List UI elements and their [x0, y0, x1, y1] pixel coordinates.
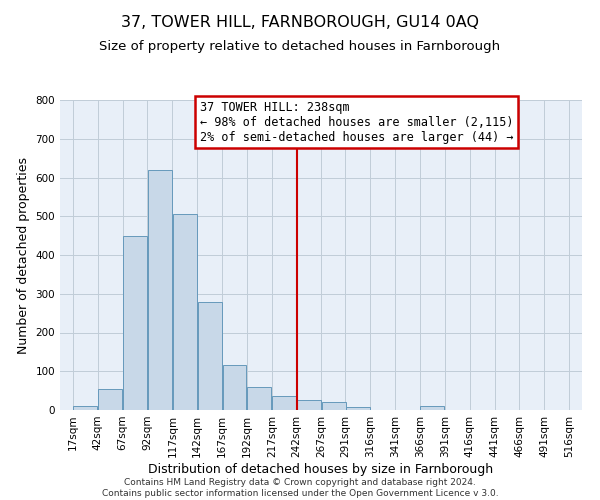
Bar — [322, 402, 346, 410]
Text: Contains HM Land Registry data © Crown copyright and database right 2024.
Contai: Contains HM Land Registry data © Crown c… — [101, 478, 499, 498]
Bar — [297, 400, 321, 410]
Bar — [173, 214, 197, 410]
Bar — [247, 387, 271, 410]
Text: 37, TOWER HILL, FARNBOROUGH, GU14 0AQ: 37, TOWER HILL, FARNBOROUGH, GU14 0AQ — [121, 15, 479, 30]
Bar — [272, 396, 296, 410]
Text: Size of property relative to detached houses in Farnborough: Size of property relative to detached ho… — [100, 40, 500, 53]
Bar — [73, 406, 97, 410]
Bar — [198, 302, 221, 410]
Text: 37 TOWER HILL: 238sqm
← 98% of detached houses are smaller (2,115)
2% of semi-de: 37 TOWER HILL: 238sqm ← 98% of detached … — [200, 101, 514, 144]
Bar — [123, 236, 147, 410]
Y-axis label: Number of detached properties: Number of detached properties — [17, 156, 30, 354]
Bar — [223, 366, 247, 410]
Bar — [421, 406, 444, 410]
Bar — [346, 407, 370, 410]
Bar — [148, 170, 172, 410]
X-axis label: Distribution of detached houses by size in Farnborough: Distribution of detached houses by size … — [148, 462, 494, 475]
Bar — [98, 388, 122, 410]
